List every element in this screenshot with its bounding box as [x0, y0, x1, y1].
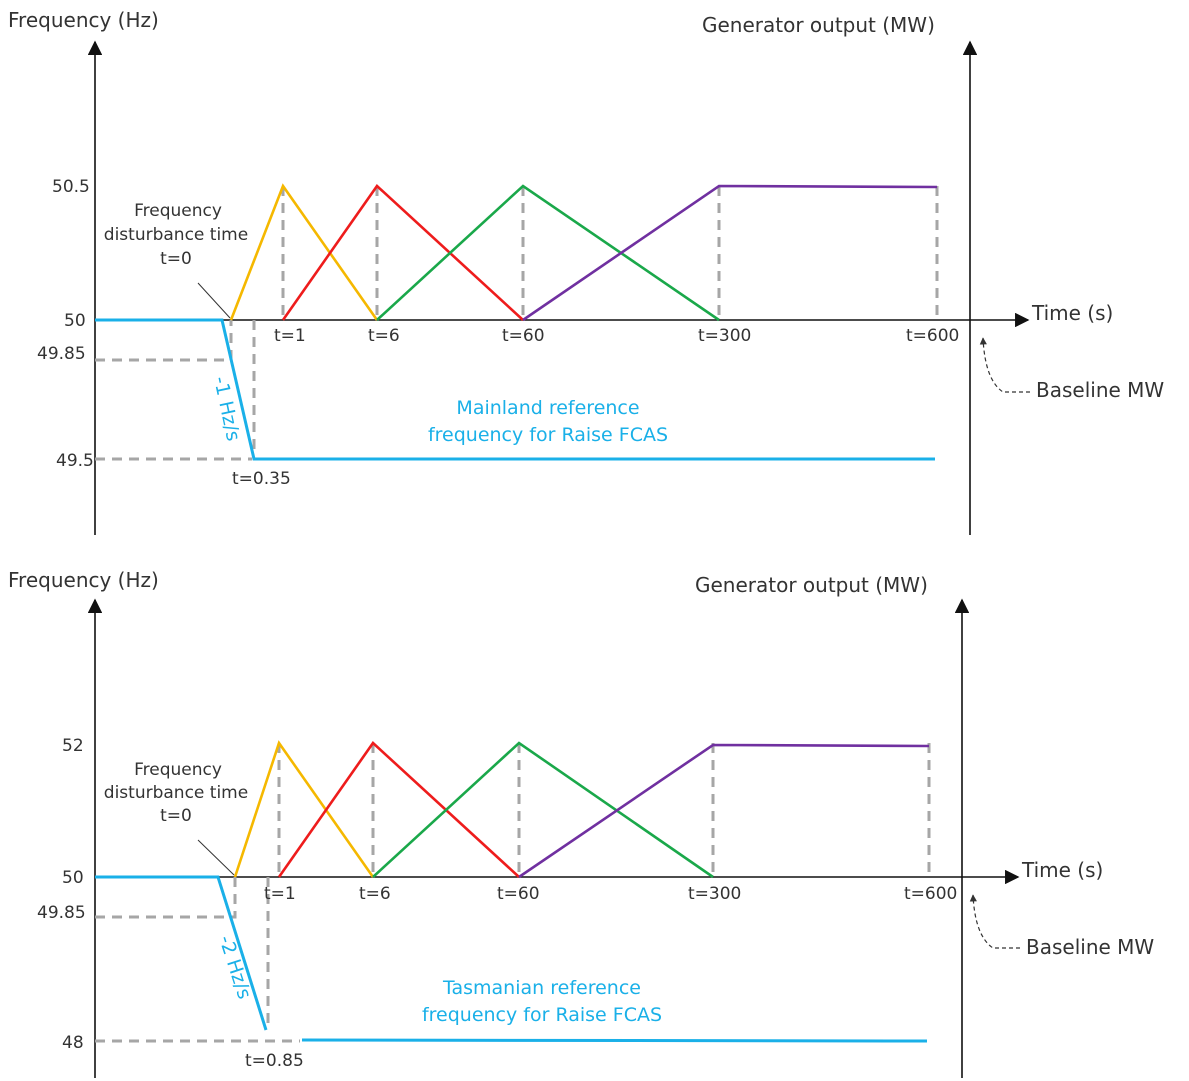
frequency-axis-title: Frequency (Hz): [8, 568, 159, 592]
ramp-rate-label: -2 Hz/s: [214, 933, 255, 1002]
disturbance-label-line1: Frequency: [134, 201, 222, 221]
t-label-600: t=600: [904, 884, 957, 904]
disturbance-label-line2: disturbance time: [104, 783, 248, 803]
t-label-6: t=6: [359, 884, 391, 904]
slow-raise-line: [277, 741, 520, 878]
generator-axis-title: Generator output (MW): [695, 573, 928, 597]
fast-raise-line: [229, 183, 379, 321]
t-label-60: t=60: [502, 326, 545, 346]
t-label-1: t=1: [274, 326, 306, 346]
disturbance-label-line2: disturbance time: [104, 225, 248, 245]
ramp-rate-label: -1 Hz/s: [209, 374, 244, 443]
baseline-pointer: [969, 894, 1020, 949]
time-axis-title: Time (s): [1021, 858, 1103, 882]
disturbance-label-line3: t=0: [160, 249, 192, 269]
y-tick-lower: 48: [62, 1033, 84, 1053]
t-label-6: t=6: [368, 326, 400, 346]
slow-raise-line: [281, 184, 524, 321]
disturbance-label-line1: Frequency: [134, 760, 222, 780]
long-raise-line: [522, 184, 938, 322]
delayed-raise-line: [372, 741, 714, 879]
panel-mainland: Frequency (Hz) Generator output (MW) Tim…: [8, 8, 1164, 535]
y-tick-upper: 50.5: [52, 177, 90, 197]
band-dashline: [95, 877, 237, 919]
y-tick-nominal: 50: [62, 868, 84, 888]
y-tick-nominal: 50: [64, 311, 86, 331]
t-label-600: t=600: [906, 326, 959, 346]
ramp-end-label: t=0.35: [232, 469, 291, 489]
t-label-1: t=1: [264, 884, 296, 904]
ramp-end-label: t=0.85: [245, 1051, 304, 1071]
delayed-raise-line: [376, 184, 720, 322]
disturbance-label-line3: t=0: [160, 806, 192, 826]
reference-caption-line2: frequency for Raise FCAS: [422, 1004, 662, 1026]
t-label-300: t=300: [698, 326, 751, 346]
t-label-300: t=300: [688, 884, 741, 904]
reference-caption-line1: Mainland reference: [456, 397, 639, 419]
y-tick-lower: 49.5: [56, 451, 94, 471]
baseline-label: Baseline MW: [1036, 378, 1164, 402]
y-tick-upper: 52: [62, 736, 84, 756]
disturbance-pointer: [197, 839, 235, 876]
time-axis-title: Time (s): [1031, 301, 1113, 325]
reference-frequency-line: [301, 1038, 928, 1043]
reference-caption-line1: Tasmanian reference: [442, 977, 641, 999]
band-dashline: [95, 320, 233, 362]
baseline-label: Baseline MW: [1026, 935, 1154, 959]
reference-caption-line2: frequency for Raise FCAS: [428, 424, 668, 446]
panel-tasmania: Frequency (Hz) Generator output (MW) Tim…: [8, 568, 1154, 1078]
y-tick-band: 49.85: [37, 903, 86, 923]
baseline-pointer: [979, 337, 1030, 393]
reference-frequency-line: [95, 318, 935, 461]
generator-axis-title: Generator output (MW): [702, 13, 935, 37]
fast-raise-line: [233, 740, 375, 878]
y-tick-band: 49.85: [37, 344, 86, 364]
t-label-60: t=60: [497, 884, 540, 904]
long-raise-line: [518, 743, 930, 879]
frequency-axis-title: Frequency (Hz): [8, 8, 159, 32]
reference-frequency-ramp: [95, 875, 268, 1031]
disturbance-pointer: [197, 282, 231, 319]
